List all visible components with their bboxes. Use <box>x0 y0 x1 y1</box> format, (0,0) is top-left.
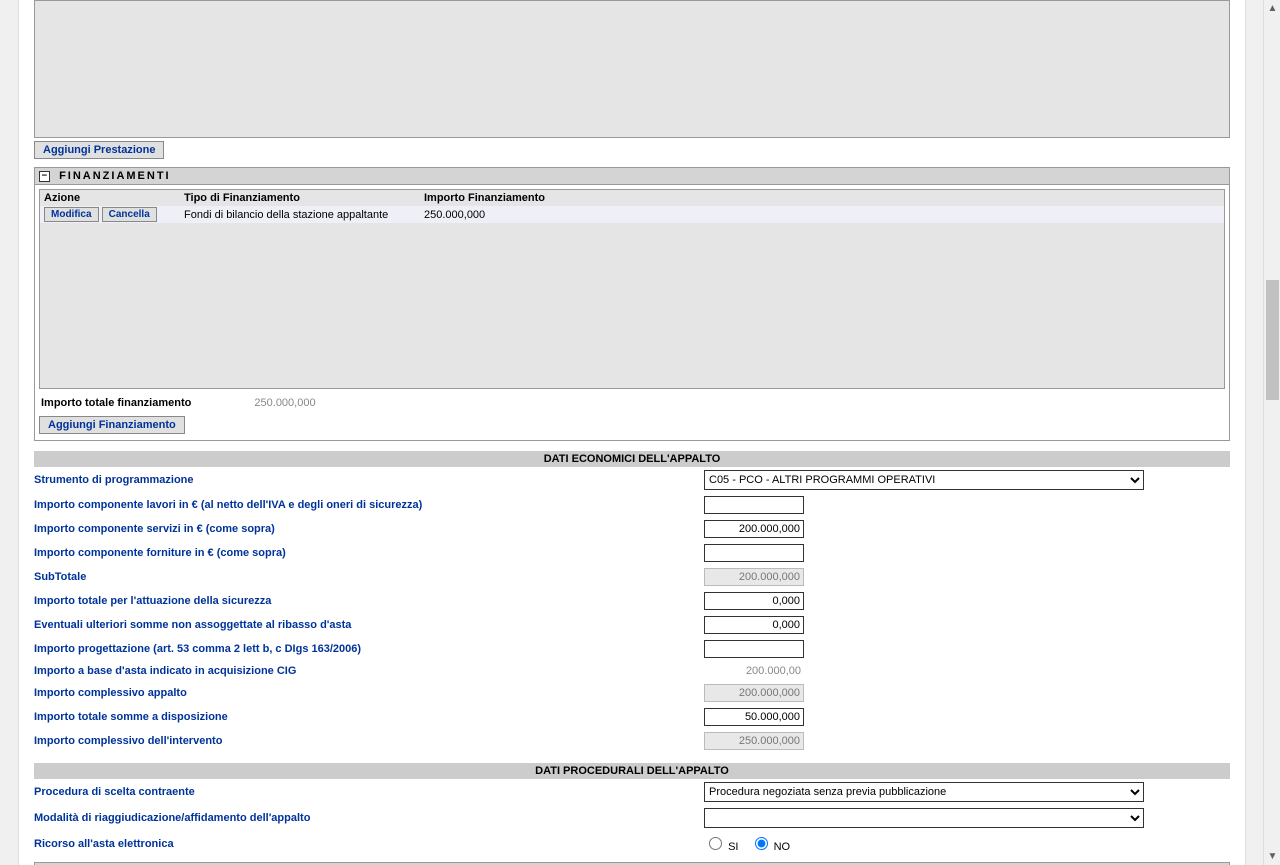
prestazioni-grid-empty <box>34 0 1230 138</box>
importo-complessivo-int-value <box>704 732 804 750</box>
subtotale-value <box>704 568 804 586</box>
col-azione: Azione <box>40 190 180 206</box>
importo-base-asta-value: 200.000,00 <box>704 664 804 678</box>
scroll-down-icon[interactable]: ▼ <box>1264 848 1280 865</box>
ricorso-no-radio[interactable] <box>755 837 768 850</box>
finanziamenti-header: − FINANZIAMENTI <box>35 168 1229 185</box>
importo-complessivo-int-label: Importo complessivo dell'intervento <box>34 735 704 747</box>
modifica-button[interactable]: Modifica <box>44 207 99 222</box>
totale-label: Importo totale finanziamento <box>41 397 191 409</box>
eventuali-somme-label: Eventuali ulteriori somme non assoggetta… <box>34 619 704 631</box>
scroll-up-icon[interactable]: ▲ <box>1264 0 1280 17</box>
ricorso-no-label: NO <box>774 841 791 853</box>
ricorso-si-radio[interactable] <box>709 837 722 850</box>
aggiungi-prestazione-button[interactable]: Aggiungi Prestazione <box>34 141 164 159</box>
col-tipo: Tipo di Finanziamento <box>180 190 420 206</box>
finanziamenti-grid: Azione Tipo di Finanziamento Importo Fin… <box>39 189 1225 389</box>
eventuali-somme-input[interactable] <box>704 616 804 634</box>
dati-economici-bar: DATI ECONOMICI DELL'APPALTO <box>34 451 1230 467</box>
ricorso-label: Ricorso all'asta elettronica <box>34 838 704 850</box>
importo-lavori-input[interactable] <box>704 496 804 514</box>
importo-progettazione-label: Importo progettazione (art. 53 comma 2 l… <box>34 643 704 655</box>
ricorso-si-label: SI <box>728 841 738 853</box>
importo-somme-disp-label: Importo totale somme a disposizione <box>34 711 704 723</box>
modalita-label: Modalità di riaggiudicazione/affidamento… <box>34 812 704 824</box>
procedura-select[interactable]: Procedura negoziata senza previa pubblic… <box>704 782 1144 802</box>
strumento-label: Strumento di programmazione <box>34 474 704 486</box>
subtotale-label: SubTotale <box>34 571 704 583</box>
scroll-thumb[interactable] <box>1266 280 1279 400</box>
importo-complessivo-appalto-label: Importo complessivo appalto <box>34 687 704 699</box>
importo-forniture-label: Importo componente forniture in € (come … <box>34 547 704 559</box>
vertical-scrollbar[interactable]: ▲ ▼ <box>1263 0 1280 865</box>
importo-somme-disp-input[interactable] <box>704 708 804 726</box>
finanziamenti-section: − FINANZIAMENTI Azione Tipo di Finanziam… <box>34 167 1230 441</box>
importo-base-asta-label: Importo a base d'asta indicato in acquis… <box>34 665 704 677</box>
procedura-label: Procedura di scelta contraente <box>34 786 704 798</box>
finanziamenti-title: FINANZIAMENTI <box>59 170 171 182</box>
cell-importo: 250.000,000 <box>420 206 1224 223</box>
importo-servizi-label: Importo componente servizi in € (come so… <box>34 523 704 535</box>
importo-lavori-label: Importo componente lavori in € (al netto… <box>34 499 704 511</box>
importo-complessivo-appalto-value <box>704 684 804 702</box>
modalita-select[interactable] <box>704 808 1144 828</box>
finanziamenti-totale-row: Importo totale finanziamento 250.000,000 <box>35 393 1229 413</box>
cancella-button[interactable]: Cancella <box>102 207 157 222</box>
table-row: Modifica Cancella Fondi di bilancio dell… <box>40 206 1224 223</box>
importo-sicurezza-input[interactable] <box>704 592 804 610</box>
dati-procedurali-bar: DATI PROCEDURALI DELL'APPALTO <box>34 763 1230 779</box>
collapse-icon[interactable]: − <box>39 171 50 182</box>
cell-tipo: Fondi di bilancio della stazione appalta… <box>180 206 420 223</box>
col-importo: Importo Finanziamento <box>420 190 1224 206</box>
importo-forniture-input[interactable] <box>704 544 804 562</box>
importo-sicurezza-label: Importo totale per l'attuazione della si… <box>34 595 704 607</box>
importo-progettazione-input[interactable] <box>704 640 804 658</box>
totale-value: 250.000,000 <box>254 397 315 409</box>
importo-servizi-input[interactable] <box>704 520 804 538</box>
aggiungi-finanziamento-button[interactable]: Aggiungi Finanziamento <box>39 416 185 434</box>
strumento-select[interactable]: C05 - PCO - ALTRI PROGRAMMI OPERATIVI <box>704 470 1144 490</box>
